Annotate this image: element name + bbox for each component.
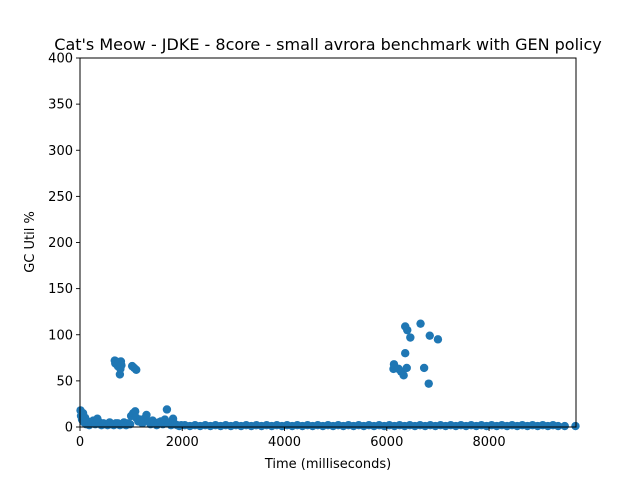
y-tick-label: 150 bbox=[48, 282, 73, 297]
data-point bbox=[425, 331, 434, 340]
x-tick-label: 4000 bbox=[268, 435, 301, 450]
y-tick-label: 100 bbox=[48, 328, 73, 343]
points-layer bbox=[76, 319, 580, 431]
data-point bbox=[403, 325, 412, 335]
data-point bbox=[571, 421, 580, 431]
data-point bbox=[402, 363, 411, 373]
data-point bbox=[401, 349, 410, 358]
y-tick-label: 400 bbox=[48, 52, 73, 67]
plot-frame bbox=[79, 57, 577, 428]
data-point bbox=[416, 319, 425, 328]
data-point bbox=[117, 360, 126, 370]
y-axis-label: GC Util % bbox=[23, 211, 38, 273]
data-point bbox=[131, 407, 140, 416]
x-axis-ticks: 0 2000 4000 6000 8000 bbox=[76, 427, 506, 450]
y-tick-label: 350 bbox=[48, 98, 73, 113]
data-point bbox=[433, 335, 443, 344]
x-tick-label: 0 bbox=[76, 435, 84, 450]
data-point bbox=[142, 410, 151, 420]
y-tick-label: 0 bbox=[65, 421, 73, 436]
x-tick-label: 8000 bbox=[473, 435, 506, 450]
x-tick-label: 6000 bbox=[370, 435, 403, 450]
data-point bbox=[162, 405, 172, 414]
data-point bbox=[560, 421, 569, 431]
x-axis-label: Time (milliseconds) bbox=[264, 457, 391, 472]
data-point bbox=[125, 420, 135, 429]
x-tick-label: 2000 bbox=[166, 435, 199, 450]
y-tick-label: 200 bbox=[48, 236, 73, 251]
data-point bbox=[553, 421, 563, 431]
data-point bbox=[424, 379, 433, 388]
data-point bbox=[132, 365, 141, 375]
y-tick-label: 50 bbox=[56, 374, 73, 389]
y-tick-label: 250 bbox=[48, 190, 73, 205]
data-point bbox=[399, 371, 408, 380]
data-point bbox=[419, 363, 429, 373]
data-point bbox=[406, 333, 415, 342]
y-tick-label: 300 bbox=[48, 144, 73, 159]
y-axis-ticks: 0 50 100 150 200 250 300 350 400 bbox=[48, 52, 80, 436]
chart-title: Cat's Meow - JDKE - 8core - small avrora… bbox=[54, 35, 601, 54]
